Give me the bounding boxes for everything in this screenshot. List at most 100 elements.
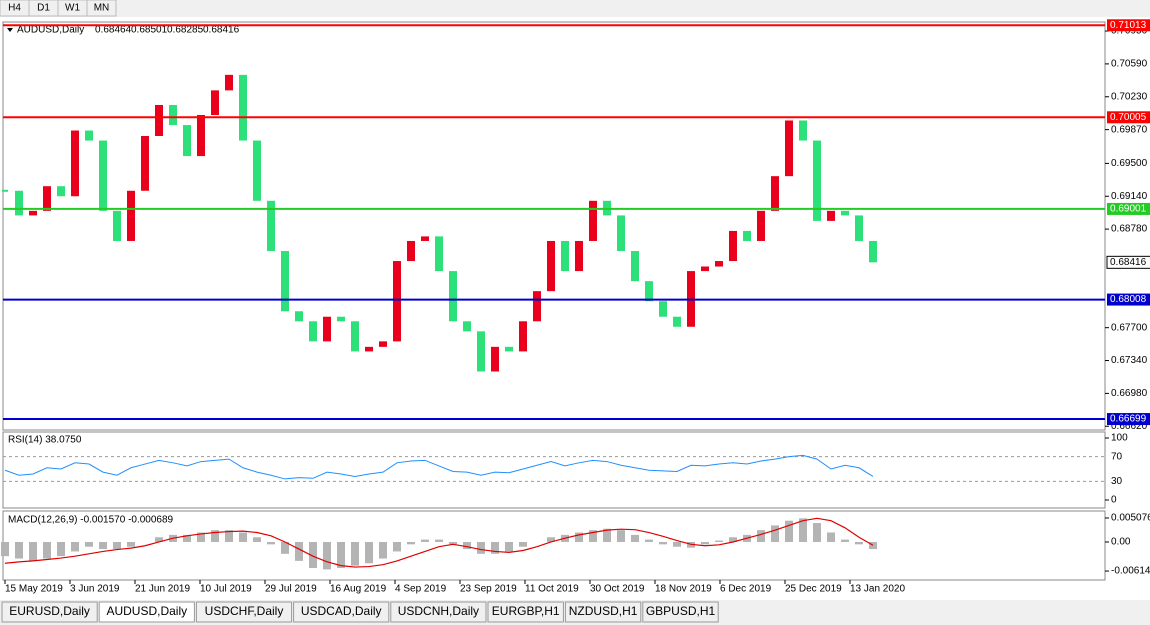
candle bbox=[407, 240, 415, 262]
candle bbox=[435, 236, 443, 272]
y-tick-label: 0.00 bbox=[1111, 537, 1131, 548]
histogram-bar bbox=[701, 541, 709, 545]
candle bbox=[477, 331, 485, 372]
y-tick-label: 30 bbox=[1111, 476, 1123, 487]
candle bbox=[71, 130, 79, 197]
symbol-tab[interactable] bbox=[487, 601, 564, 623]
symbol-tab[interactable] bbox=[390, 601, 487, 623]
candle bbox=[43, 186, 51, 211]
symbol-name: AUDUSD,Daily bbox=[17, 25, 84, 36]
x-tick-label: 11 Oct 2019 bbox=[525, 584, 579, 595]
histogram-bar bbox=[57, 541, 65, 557]
symbol-tab-label[interactable]: USDCAD,Daily bbox=[301, 604, 382, 618]
candle bbox=[365, 346, 373, 352]
candle bbox=[533, 291, 541, 322]
ohlc-value: 0.68416 bbox=[203, 25, 240, 36]
histogram-bar bbox=[155, 537, 163, 542]
x-tick-label: 25 Dec 2019 bbox=[785, 584, 842, 595]
candle bbox=[393, 261, 401, 342]
candle bbox=[813, 140, 821, 221]
candle bbox=[617, 215, 625, 252]
histogram-bar bbox=[253, 537, 261, 542]
histogram-bar bbox=[617, 530, 625, 542]
x-tick-label: 6 Dec 2019 bbox=[720, 584, 772, 595]
symbol-tab[interactable] bbox=[195, 601, 293, 623]
x-tick-label: 4 Sep 2019 bbox=[395, 584, 447, 595]
candle bbox=[505, 346, 513, 352]
y-tick-label: 0.66980 bbox=[1111, 388, 1148, 399]
histogram-bar bbox=[393, 541, 401, 552]
symbol-tab[interactable] bbox=[564, 601, 642, 623]
candle bbox=[855, 215, 863, 241]
histogram-bar bbox=[421, 539, 429, 542]
level-label: 0.71013 bbox=[1110, 20, 1147, 31]
symbol-tab-label[interactable]: USDCNH,Daily bbox=[398, 604, 479, 618]
histogram-bar bbox=[113, 541, 121, 550]
y-tick-label: 0 bbox=[1111, 495, 1117, 506]
x-tick-label: 29 Jul 2019 bbox=[265, 584, 317, 595]
toolbar bbox=[0, 0, 1150, 17]
y-tick-label: 0.67700 bbox=[1111, 322, 1148, 333]
candle bbox=[673, 316, 681, 327]
symbol-menu-arrow[interactable] bbox=[7, 28, 13, 32]
histogram-bar bbox=[827, 532, 835, 542]
histogram-bar bbox=[463, 541, 471, 550]
y-tick-label: 0.68780 bbox=[1111, 224, 1148, 235]
y-tick-label: 0.67340 bbox=[1111, 355, 1148, 366]
candle bbox=[281, 251, 289, 312]
symbol-tab[interactable] bbox=[293, 601, 390, 623]
candle bbox=[491, 346, 499, 372]
candle bbox=[113, 210, 121, 241]
histogram-bar bbox=[15, 541, 23, 559]
histogram-bar bbox=[785, 520, 793, 542]
candle bbox=[183, 125, 191, 157]
y-tick-label: 0.005076 bbox=[1111, 513, 1150, 524]
symbol-tab-label[interactable]: GBPUSD,H1 bbox=[646, 604, 716, 618]
candle bbox=[155, 104, 163, 137]
y-tick-label: 0.70590 bbox=[1111, 59, 1148, 70]
candle bbox=[239, 74, 247, 141]
timeframe-tab-label[interactable]: H4 bbox=[8, 3, 21, 14]
level-label: 0.68008 bbox=[1110, 294, 1147, 305]
current-price-box bbox=[1106, 255, 1150, 269]
symbol-tab-label[interactable]: USDCHF,Daily bbox=[205, 604, 284, 618]
histogram-bar bbox=[197, 532, 205, 542]
symbol-tab-label[interactable]: AUDUSD,Daily bbox=[106, 604, 187, 618]
symbol-tab-label[interactable]: EURGBP,H1 bbox=[492, 604, 560, 618]
candle bbox=[701, 266, 709, 272]
histogram-bar bbox=[631, 534, 639, 542]
candle bbox=[29, 210, 37, 216]
x-tick-label: 3 Jun 2019 bbox=[70, 584, 120, 595]
candle bbox=[197, 115, 205, 157]
symbol-tab-label[interactable]: EURUSD,Daily bbox=[9, 604, 90, 618]
candle bbox=[85, 130, 93, 141]
candle bbox=[15, 190, 23, 216]
symbol-tab[interactable] bbox=[642, 601, 719, 623]
y-tick-label: 0.69140 bbox=[1111, 191, 1148, 202]
timeframe-tab-label[interactable]: MN bbox=[94, 3, 110, 14]
candle bbox=[449, 271, 457, 322]
histogram-bar bbox=[211, 530, 219, 542]
histogram-bar bbox=[519, 541, 527, 547]
timeframe-tab[interactable] bbox=[86, 0, 117, 17]
candle bbox=[757, 210, 765, 241]
candle bbox=[827, 210, 835, 221]
symbol-tab-label[interactable]: NZDUSD,H1 bbox=[569, 604, 638, 618]
histogram-bar bbox=[547, 537, 555, 542]
timeframe-tab-label[interactable]: D1 bbox=[37, 3, 50, 14]
histogram-bar bbox=[1, 541, 9, 557]
candle bbox=[309, 321, 317, 342]
candle bbox=[519, 321, 527, 352]
candle bbox=[561, 240, 569, 272]
candle bbox=[785, 120, 793, 177]
level-label-box bbox=[1107, 111, 1150, 124]
symbol-tab[interactable] bbox=[98, 601, 195, 623]
candle bbox=[141, 136, 149, 191]
x-tick-label: 21 Jun 2019 bbox=[135, 584, 190, 595]
candle bbox=[253, 140, 261, 201]
symbol-tab[interactable] bbox=[1, 601, 98, 623]
level-label: 0.66699 bbox=[1110, 414, 1147, 425]
histogram-bar bbox=[29, 541, 37, 561]
x-tick-label: 10 Jul 2019 bbox=[200, 584, 252, 595]
timeframe-tab-label[interactable]: W1 bbox=[65, 3, 80, 14]
